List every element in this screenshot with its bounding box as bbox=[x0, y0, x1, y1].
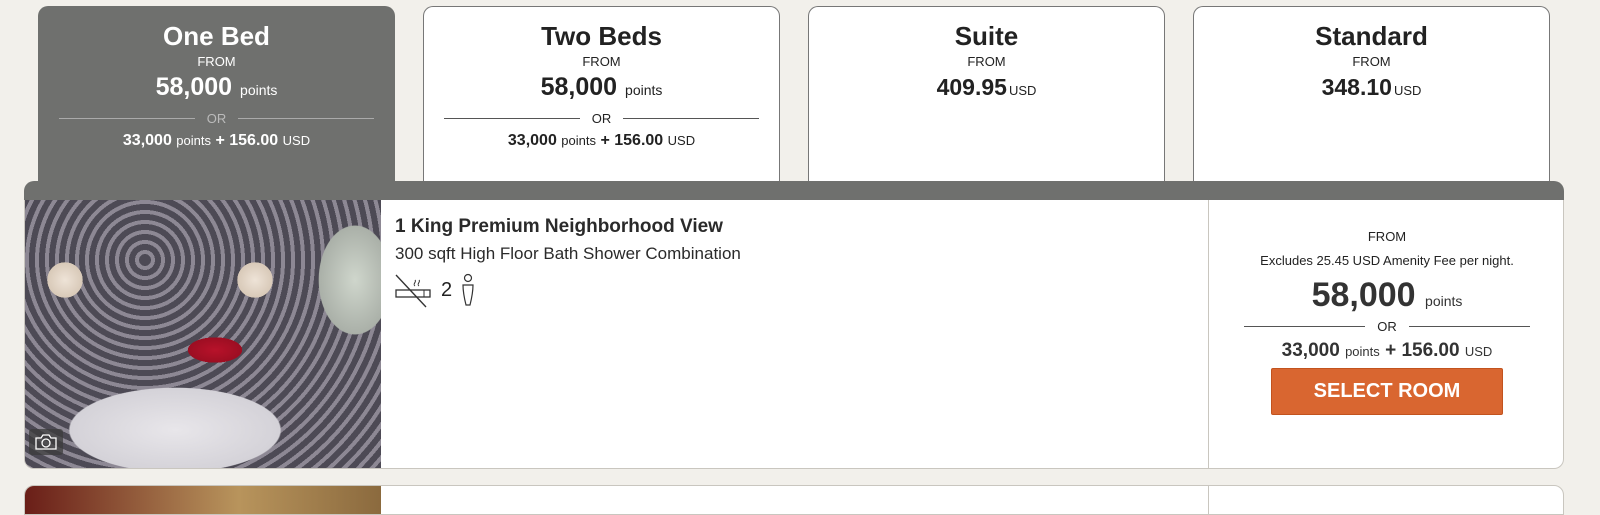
no-smoking-icon bbox=[395, 274, 431, 308]
from-label: FROM bbox=[582, 54, 621, 69]
room-name[interactable]: 1 King Premium Neighborhood View bbox=[395, 216, 723, 237]
tab-title: One Bed bbox=[163, 21, 270, 51]
room-photo[interactable] bbox=[25, 200, 381, 468]
combo-price: 33,000 points + 156.00 USD bbox=[507, 132, 696, 149]
from-label: FROM bbox=[1352, 54, 1391, 69]
amenity-fee-note: Excludes 25.45 USD Amenity Fee per night… bbox=[1260, 253, 1514, 268]
tab-title: Suite bbox=[954, 21, 1019, 51]
from-label: FROM bbox=[197, 54, 236, 69]
camera-icon[interactable] bbox=[29, 429, 63, 455]
or-divider: OR bbox=[1244, 319, 1530, 334]
from-label: FROM bbox=[1367, 229, 1407, 244]
tab-title: Two Beds bbox=[541, 21, 662, 51]
currency: USD bbox=[1393, 83, 1422, 98]
currency: USD bbox=[1008, 83, 1037, 98]
combo-price: 33,000 points + 156.00 USD bbox=[1281, 340, 1493, 361]
room-card: 1 King Premium Neighborhood View 300 sqf… bbox=[24, 200, 1564, 469]
points-unit: points bbox=[625, 82, 663, 98]
cash-value: 348.10 bbox=[1321, 74, 1392, 100]
tab-title: Standard bbox=[1315, 21, 1428, 51]
cash-value: 409.95 bbox=[936, 74, 1007, 100]
occupancy-count: 2 bbox=[441, 278, 453, 301]
from-label: FROM bbox=[967, 54, 1006, 69]
tab-suite[interactable]: Suite FROM 409.95 USD bbox=[808, 6, 1165, 182]
next-room-card bbox=[24, 485, 1564, 515]
divider bbox=[1208, 486, 1209, 514]
price-panel: FROM Excludes 25.45 USD Amenity Fee per … bbox=[1208, 200, 1563, 468]
tab-one-bed[interactable]: One Bed FROM 58,000 points OR 33,000 poin… bbox=[38, 6, 395, 182]
or-divider: OR bbox=[59, 111, 374, 126]
tab-standard[interactable]: Standard FROM 348.10 USD bbox=[1193, 6, 1550, 182]
points-value: 58,000 bbox=[155, 73, 233, 101]
combo-price: 33,000 points + 156.00 USD bbox=[122, 132, 311, 149]
select-room-button[interactable]: SELECT ROOM bbox=[1271, 368, 1503, 415]
points-value: 58,000 bbox=[1311, 276, 1416, 314]
or-divider: OR bbox=[444, 111, 759, 126]
points-value: 58,000 bbox=[540, 73, 618, 101]
active-tab-band bbox=[24, 181, 1564, 203]
points-unit: points bbox=[1425, 293, 1463, 309]
points-unit: points bbox=[240, 82, 278, 98]
room-photo[interactable] bbox=[25, 486, 381, 514]
person-icon bbox=[462, 273, 474, 306]
tab-two-beds[interactable]: Two Beds FROM 58,000 points OR 33,000 poi… bbox=[423, 6, 780, 182]
room-description: 300 sqft High Floor Bath Shower Combinat… bbox=[395, 244, 741, 263]
